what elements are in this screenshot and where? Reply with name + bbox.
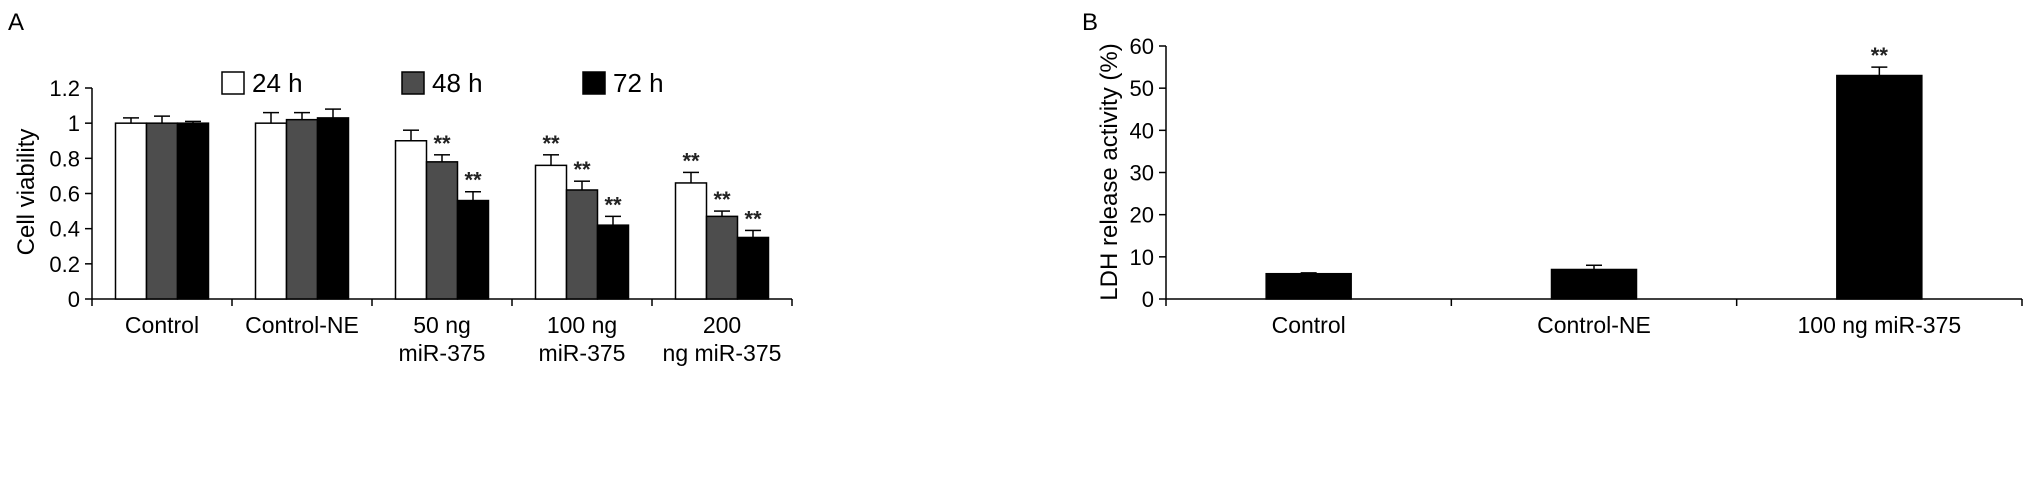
y-tick-label: 20 xyxy=(1130,203,1154,228)
bar xyxy=(394,140,428,300)
bar xyxy=(316,117,350,300)
y-tick-label: 0.2 xyxy=(49,252,80,277)
legend-swatch xyxy=(221,71,245,95)
category-label: 50 ng xyxy=(413,312,471,338)
significance-marker: ** xyxy=(682,148,700,173)
category-label: Control xyxy=(125,312,199,338)
bar xyxy=(114,122,148,300)
bar xyxy=(1550,268,1638,300)
bar xyxy=(736,236,770,300)
panel-b: B LDH release activity (%) 0 10 20 30 40 50 60… xyxy=(1082,9,2023,338)
panel-a: A Cell viability 0 0.2 0.4 0.6 0.8 1 1.2 Contro… xyxy=(8,9,793,366)
y-tick-label: 1.2 xyxy=(49,76,80,101)
y-tick-label: 0.8 xyxy=(49,146,80,171)
category-label: 100 ng xyxy=(547,312,617,338)
bar xyxy=(565,189,599,300)
bar xyxy=(456,199,490,300)
bar xyxy=(596,224,630,300)
significance-marker: ** xyxy=(604,192,622,217)
legend-a: 24 h 48 h 72 h xyxy=(221,68,664,98)
bar xyxy=(425,161,459,300)
significance-marker: ** xyxy=(713,187,731,212)
bar xyxy=(674,182,708,300)
y-tick-label: 10 xyxy=(1130,245,1154,270)
legend-swatch xyxy=(582,71,606,95)
category-label: ng miR-375 xyxy=(663,340,782,366)
legend-label: 24 h xyxy=(252,68,303,98)
category-label: Control xyxy=(1272,312,1346,338)
y-tick-label: 0 xyxy=(68,287,80,312)
bar xyxy=(285,118,319,300)
significance-marker: ** xyxy=(744,206,762,231)
legend-label: 48 h xyxy=(432,68,483,98)
bar xyxy=(1836,74,1923,300)
y-tick-label: 50 xyxy=(1130,76,1154,101)
bar xyxy=(254,122,288,300)
legend-label: 72 h xyxy=(613,68,664,98)
y-tick-label: 0.4 xyxy=(49,217,80,242)
bar xyxy=(176,122,210,300)
category-label: miR-375 xyxy=(399,340,486,366)
significance-marker: ** xyxy=(1871,43,1889,68)
bars-a: ** ** ** ** ** ** ** ** xyxy=(114,108,770,300)
y-axis-title-a: Cell viability xyxy=(13,129,40,256)
panel-letter-a: A xyxy=(8,9,24,36)
significance-marker: ** xyxy=(542,131,560,156)
bars-b: ** xyxy=(1265,43,1923,300)
bar xyxy=(534,164,568,300)
y-tick-label: 1 xyxy=(68,111,80,136)
panel-letter-b: B xyxy=(1082,9,1098,36)
bar xyxy=(705,215,739,300)
significance-marker: ** xyxy=(433,131,451,156)
y-tick-label: 60 xyxy=(1130,34,1154,59)
bar xyxy=(145,122,179,300)
category-label: 200 xyxy=(703,312,741,338)
y-tick-label: 0 xyxy=(1142,287,1154,312)
y-tick-label: 30 xyxy=(1130,161,1154,186)
category-label: Control-NE xyxy=(245,312,359,338)
bar xyxy=(1265,272,1352,300)
y-tick-label: 40 xyxy=(1130,118,1154,143)
y-axis-title-b: LDH release activity (%) xyxy=(1096,43,1123,300)
significance-marker: ** xyxy=(464,168,482,193)
significance-marker: ** xyxy=(573,157,591,182)
legend-swatch xyxy=(401,71,425,95)
category-label: 100 ng miR-375 xyxy=(1798,312,1962,338)
y-tick-label: 0.6 xyxy=(49,182,80,207)
category-label: Control-NE xyxy=(1537,312,1651,338)
category-label: miR-375 xyxy=(539,340,626,366)
